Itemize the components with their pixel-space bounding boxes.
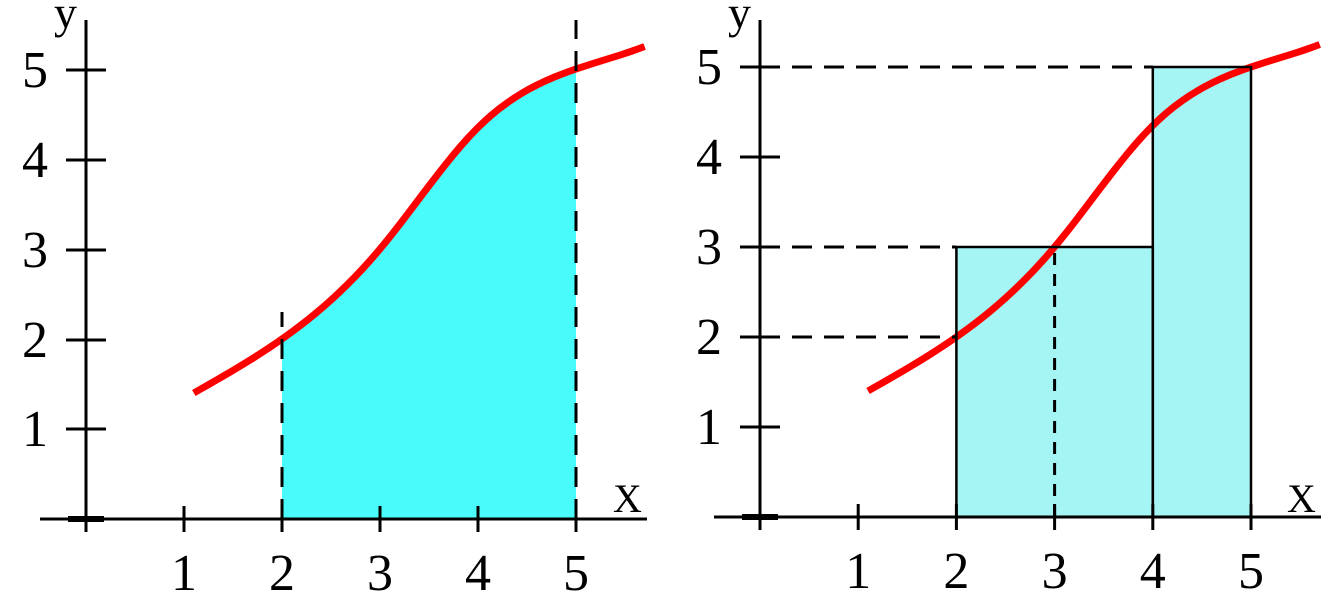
- svg-text:5: 5: [696, 39, 722, 96]
- svg-text:4: 4: [696, 129, 722, 186]
- svg-text:3: 3: [22, 222, 48, 279]
- svg-text:1: 1: [696, 399, 722, 456]
- svg-text:2: 2: [696, 309, 722, 366]
- svg-text:3: 3: [1042, 543, 1068, 595]
- svg-text:1: 1: [171, 545, 197, 595]
- svg-text:5: 5: [1238, 543, 1264, 595]
- svg-text:5: 5: [22, 42, 48, 99]
- svg-text:y: y: [728, 0, 751, 38]
- svg-text:X: X: [613, 476, 642, 521]
- svg-text:2: 2: [269, 545, 295, 595]
- svg-text:2: 2: [943, 543, 969, 595]
- svg-text:4: 4: [465, 545, 491, 595]
- svg-text:1: 1: [845, 543, 871, 595]
- svg-text:3: 3: [367, 545, 393, 595]
- svg-text:y: y: [54, 0, 77, 38]
- svg-text:1: 1: [22, 401, 48, 458]
- svg-text:2: 2: [22, 312, 48, 369]
- svg-text:4: 4: [1140, 543, 1166, 595]
- svg-text:3: 3: [696, 219, 722, 276]
- svg-text:X: X: [1287, 476, 1316, 521]
- svg-text:4: 4: [22, 132, 48, 189]
- svg-text:5: 5: [563, 545, 589, 595]
